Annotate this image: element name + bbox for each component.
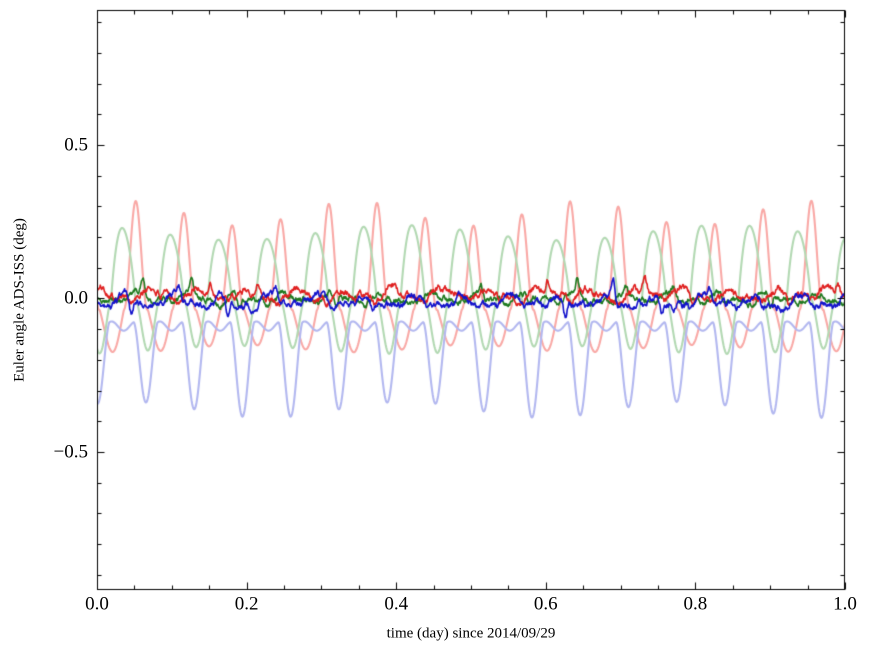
x-tick-label: 1.0	[833, 593, 857, 615]
y-tick-label: 0.5	[64, 134, 88, 156]
x-tick-label: 0.8	[683, 593, 708, 615]
x-tick-label: 0.0	[85, 593, 109, 615]
y-tick-label: 0.0	[64, 287, 88, 309]
x-tick-label: 0.4	[384, 593, 409, 615]
y-axis-label: Euler angle ADS-ISS (deg)	[11, 218, 28, 382]
x-axis-label: time (day) since 2014/09/29	[386, 625, 556, 642]
x-tick-label: 0.2	[234, 593, 259, 615]
x-tick-label: 0.6	[533, 593, 558, 615]
y-tick-label: −0.5	[53, 441, 88, 463]
